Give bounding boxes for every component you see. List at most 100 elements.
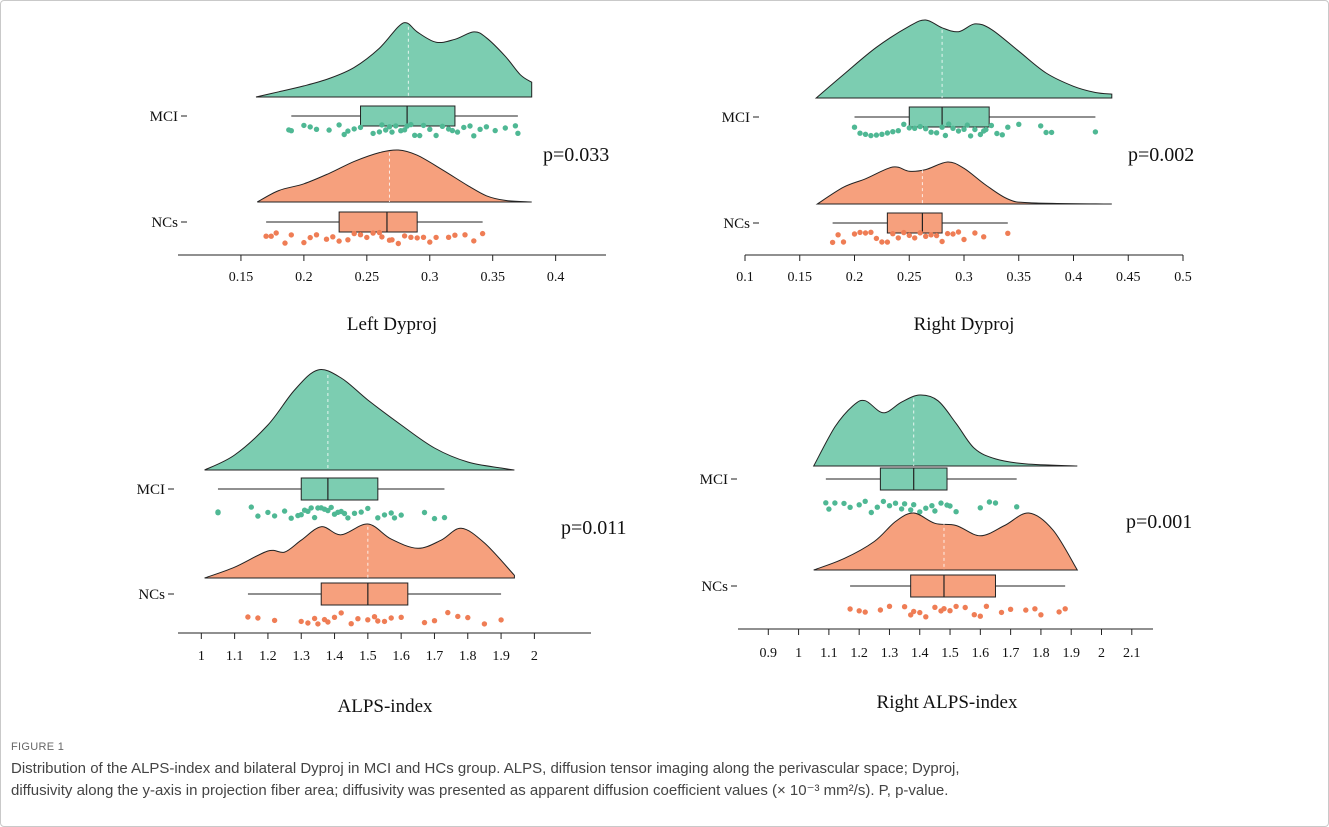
data-point <box>433 234 439 241</box>
x-tick-label: 1.1 <box>820 646 838 661</box>
data-point <box>328 504 334 511</box>
data-point <box>461 124 467 131</box>
x-tick-label: 1.3 <box>881 646 899 661</box>
data-point <box>977 131 984 138</box>
density-cloud <box>813 512 1079 571</box>
data-point <box>908 507 914 513</box>
x-tick-label: 1.2 <box>850 646 868 661</box>
raincloud-plots: MCI NCs 0.15 0.2 0.25 0.3 0.35 0.4 Left Dyproj p=… <box>137 19 1194 717</box>
data-point <box>345 128 351 134</box>
panel-1: MCI NCs 0.15 0.2 0.25 0.3 0.35 0.4 Left Dyproj p=… <box>150 22 609 335</box>
data-point <box>305 508 311 514</box>
data-point <box>826 506 832 512</box>
data-point <box>1032 606 1038 612</box>
data-point <box>449 127 456 134</box>
data-point <box>923 126 929 132</box>
data-point <box>351 230 357 237</box>
iqr-box <box>320 582 409 606</box>
data-point <box>1005 230 1011 236</box>
data-point <box>862 230 869 236</box>
density-cloud <box>204 369 515 471</box>
data-point <box>313 126 320 132</box>
data-point <box>955 128 962 134</box>
data-point <box>938 500 944 506</box>
data-point <box>992 500 999 506</box>
data-point <box>944 230 951 237</box>
figure-label: FIGURE 1 <box>11 741 65 753</box>
group-label-mci: MCI <box>722 110 750 126</box>
data-point <box>971 612 977 618</box>
data-point <box>898 506 905 512</box>
data-point <box>336 122 342 128</box>
data-point <box>947 608 953 614</box>
data-point <box>873 132 880 138</box>
group-label-mci: MCI <box>700 472 728 488</box>
data-point <box>835 232 841 238</box>
data-point <box>1062 606 1068 612</box>
data-point <box>462 232 468 238</box>
data-point <box>932 508 938 514</box>
x-tick-label: 0.2 <box>295 270 313 285</box>
data-point <box>832 500 838 506</box>
iqr-box <box>360 105 456 127</box>
data-point <box>950 231 956 237</box>
data-point <box>398 614 404 620</box>
data-point <box>879 239 885 245</box>
x-tick-label: 2 <box>531 649 538 664</box>
data-point <box>512 123 519 129</box>
data-point <box>215 509 221 515</box>
data-point <box>884 130 891 136</box>
x-tick-label: 1.4 <box>326 649 344 664</box>
x-tick-label: 0.15 <box>229 270 254 285</box>
density-cloud <box>814 19 1113 99</box>
data-point <box>847 606 853 612</box>
data-point <box>923 505 929 511</box>
data-point <box>901 229 907 236</box>
x-tick-label: 0.3 <box>955 270 973 285</box>
data-point <box>967 133 974 139</box>
data-point <box>298 618 304 625</box>
data-point <box>856 502 862 508</box>
x-tick-label: 2.1 <box>1123 646 1141 661</box>
data-point <box>868 132 874 139</box>
x-tick-label: 0.5 <box>1174 270 1192 285</box>
x-tick-label: 0.35 <box>1007 270 1032 285</box>
x-tick-label: 1.5 <box>359 649 377 664</box>
data-point <box>877 607 884 613</box>
x-tick-label: 0.1 <box>736 270 754 285</box>
iqr-box <box>908 106 990 128</box>
data-point <box>988 122 995 129</box>
data-point <box>923 614 929 620</box>
data-point <box>245 614 251 620</box>
panel-4: MCI NCs 0.9 1 1.1 1.2 1.3 1.4 1.5 1.6 1.7 1.8 1.9 2 2.… <box>700 394 1192 713</box>
data-point <box>439 123 446 129</box>
data-point <box>313 232 320 238</box>
data-point <box>420 122 427 129</box>
x-tick-label: 0.4 <box>1065 270 1083 285</box>
data-point <box>408 234 414 240</box>
data-point <box>953 603 959 610</box>
data-point <box>389 129 395 135</box>
x-tick-label: 1.3 <box>292 649 310 664</box>
x-tick-label: 0.15 <box>788 270 813 285</box>
data-point <box>972 126 978 133</box>
data-point <box>983 126 989 133</box>
data-point <box>1023 607 1029 613</box>
x-tick-label: 1.6 <box>972 646 990 661</box>
data-point <box>1092 129 1099 135</box>
data-point <box>911 502 917 508</box>
panel-3: MCI NCs 1 1.1 1.2 1.3 1.4 1.5 1.6 1.7 1.8 1.9 2 ALPS-… <box>137 369 627 717</box>
data-point <box>383 127 389 133</box>
caption-line: diffusivity along the y-axis in projecti… <box>11 782 949 799</box>
data-point <box>862 131 869 137</box>
p-value-annotation: p=0.011 <box>561 517 627 539</box>
data-point <box>483 124 490 130</box>
data-point <box>357 232 364 238</box>
data-point <box>441 514 448 521</box>
data-point <box>365 617 371 623</box>
data-point <box>395 240 401 247</box>
data-point <box>1048 129 1055 136</box>
data-point <box>515 130 521 136</box>
data-point <box>421 619 428 626</box>
data-point <box>868 509 874 516</box>
